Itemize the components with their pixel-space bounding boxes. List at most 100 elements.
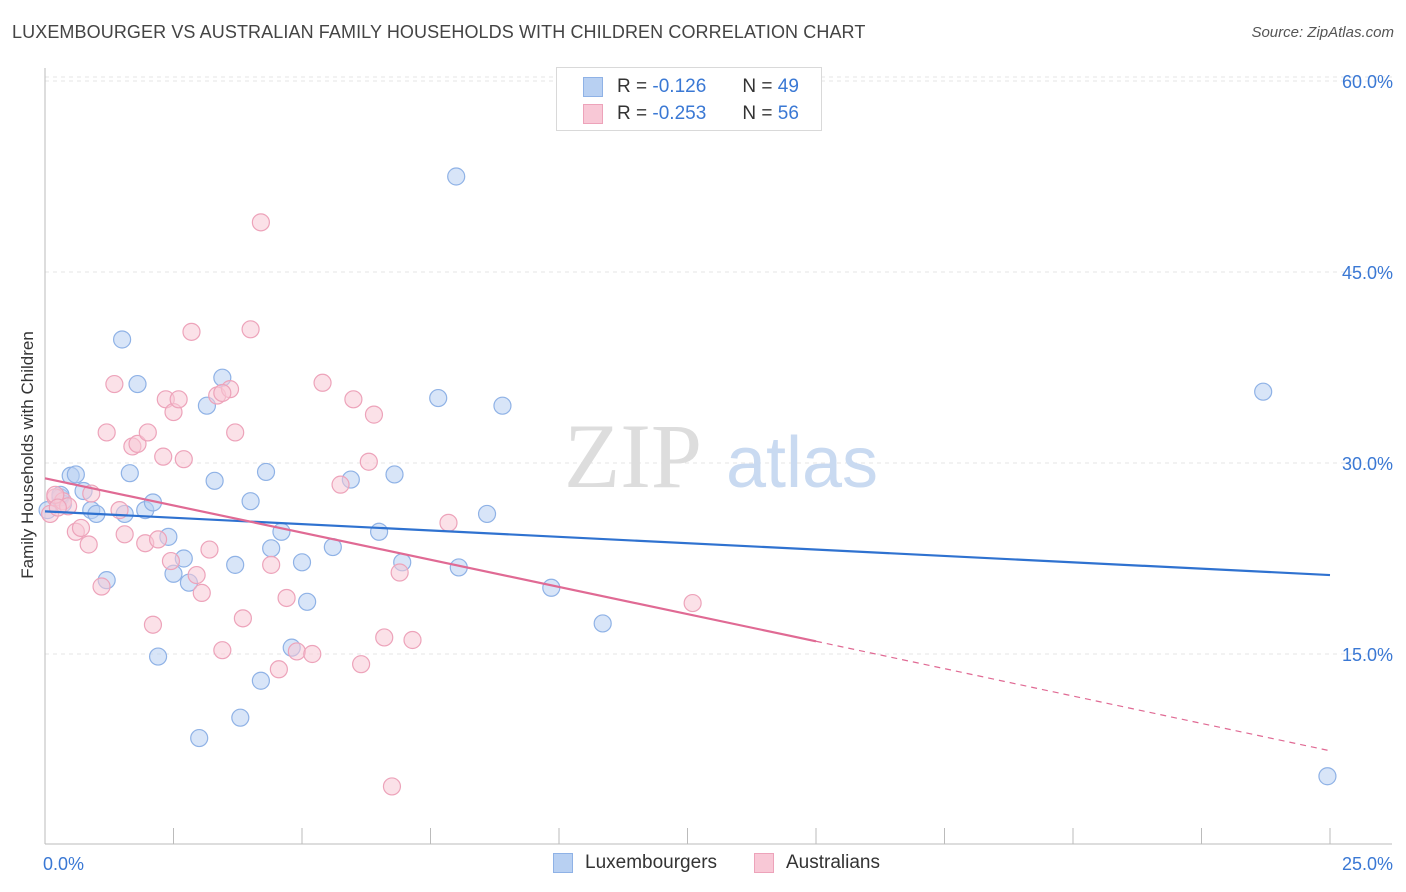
pink-data-point: [313, 373, 332, 392]
legend-n-label: N =: [742, 103, 773, 124]
pink-data-point: [182, 322, 201, 341]
blue-trend-line: [44, 510, 1331, 577]
blue-data-point: [493, 396, 512, 415]
legend-n-value: 49: [777, 76, 799, 97]
pink-data-point: [364, 405, 384, 424]
y-tick-label: 60.0%: [1342, 72, 1393, 92]
pink-data-point: [200, 540, 219, 559]
blue-data-point: [262, 539, 281, 558]
pink-data-point: [105, 374, 124, 394]
blue-data-point: [370, 522, 389, 541]
pink-data-point: [359, 452, 378, 471]
blue-data-point: [1318, 767, 1337, 786]
legend-r-value: -0.126: [652, 76, 707, 97]
pink-data-point: [352, 655, 371, 674]
blue-data-point: [593, 614, 612, 633]
correlation-legend: R = -0.126 N = 49 R = -0.253 N = 56: [556, 67, 822, 131]
blue-data-point: [128, 374, 147, 394]
pink-data-point: [331, 475, 350, 494]
pink-data-point: [375, 628, 394, 647]
pink-data-point: [174, 450, 193, 469]
pink-data-point: [71, 518, 91, 538]
blue-data-point: [190, 728, 209, 748]
blue-data-point: [66, 465, 85, 484]
watermark-atlas: atlas: [726, 423, 878, 503]
pink-data-point: [138, 423, 157, 442]
legend-row-luxembourgers: R = -0.126 N = 49: [583, 75, 799, 99]
pink-data-point: [277, 588, 296, 608]
legend-swatch-pink: [583, 104, 603, 124]
pink-data-point: [213, 383, 232, 403]
pink-data-point: [79, 535, 98, 554]
pink-data-point: [251, 213, 270, 232]
blue-data-point: [241, 492, 260, 511]
pink-data-point: [213, 641, 232, 660]
pink-data-point: [269, 660, 288, 679]
bottom-legend-label: Luxembourgers: [585, 852, 718, 873]
source-label: Source: ZipAtlas.com: [1251, 24, 1394, 41]
legend-r-label: R =: [617, 103, 648, 124]
pink-data-point: [48, 498, 67, 517]
pink-data-point: [161, 551, 181, 571]
pink-data-point: [403, 630, 422, 650]
blue-data-point: [251, 671, 270, 690]
pink-data-point: [226, 423, 245, 442]
blue-data-point: [447, 167, 466, 186]
pink-data-point: [344, 390, 363, 409]
tick-labels: 15.0% 30.0% 45.0% 60.0% 0.0% 25.0%: [43, 72, 1393, 874]
blue-data-point: [120, 464, 139, 483]
bottom-legend-swatch-pink: [754, 853, 774, 873]
legend-n-label: N =: [742, 76, 773, 97]
blue-data-point: [231, 708, 250, 727]
blue-data-point: [385, 465, 404, 484]
pink-data-point: [683, 593, 702, 613]
pink-data-point: [128, 434, 147, 453]
blue-data-point: [298, 592, 317, 611]
pink-data-point: [382, 777, 402, 796]
bottom-legend-swatch-blue: [553, 853, 573, 873]
pink-trend-line: [44, 477, 817, 643]
x-tick-label: 25.0%: [1342, 854, 1393, 874]
watermark: ZIP atlas: [564, 405, 878, 507]
blue-data-point: [112, 330, 132, 349]
blue-data-point: [148, 647, 168, 666]
x-tick-label: 0.0%: [43, 854, 84, 874]
blue-data-point: [1254, 382, 1273, 401]
y-tick-label: 15.0%: [1342, 645, 1393, 665]
pink-data-point: [187, 565, 206, 585]
pink-data-point: [143, 615, 163, 634]
y-tick-label: 45.0%: [1342, 263, 1393, 283]
pink-data-point: [241, 320, 260, 339]
points-layer: [38, 167, 1337, 796]
pink-data-point: [390, 563, 409, 582]
blue-data-point: [205, 471, 224, 490]
pink-data-point: [287, 642, 306, 661]
bottom-legend-australians: Australians: [754, 852, 880, 874]
pink-data-point: [154, 447, 173, 466]
blue-data-point: [477, 504, 497, 524]
axis-layer: [44, 68, 1392, 845]
blue-data-point: [256, 462, 276, 482]
bottom-legend-label: Australians: [786, 852, 880, 873]
trend-layer: [44, 477, 1331, 752]
legend-row-australians: R = -0.253 N = 56: [583, 102, 799, 126]
y-axis-label: Family Households with Children: [18, 331, 37, 579]
pink-data-point: [97, 423, 116, 442]
pink-data-point: [262, 555, 281, 574]
legend-r-value: -0.253: [652, 103, 707, 124]
legend-r-label: R =: [617, 76, 648, 97]
blue-data-point: [292, 553, 312, 572]
blue-data-point: [542, 578, 561, 597]
watermark-zip: ZIP: [564, 405, 702, 507]
blue-data-point: [429, 388, 448, 408]
pink-data-point: [303, 644, 322, 664]
pink-data-point: [192, 583, 211, 602]
pink-data-point: [439, 513, 458, 532]
y-tick-label: 30.0%: [1342, 454, 1393, 474]
blue-data-point: [226, 555, 245, 574]
pink-data-point: [92, 577, 111, 596]
pink-data-point: [115, 525, 134, 544]
chart-title: LUXEMBOURGER VS AUSTRALIAN FAMILY HOUSEH…: [12, 22, 866, 42]
pink-trend-line-extrapolated: [815, 640, 1331, 752]
